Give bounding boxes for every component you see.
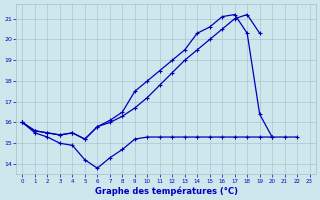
X-axis label: Graphe des températures (°C): Graphe des températures (°C) (94, 186, 237, 196)
